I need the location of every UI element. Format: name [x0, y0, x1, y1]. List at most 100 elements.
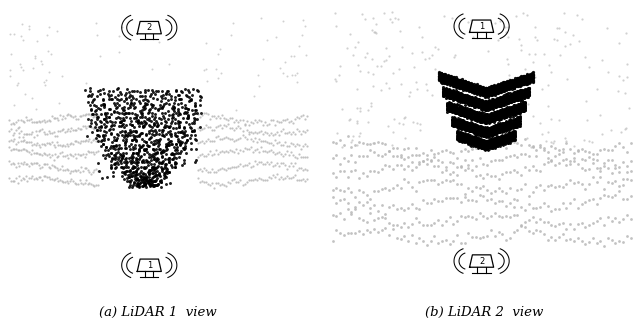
Point: [465, 142, 476, 147]
Point: [328, 188, 338, 193]
Point: [426, 200, 436, 205]
Point: [499, 112, 509, 117]
Point: [511, 78, 522, 83]
Point: [150, 151, 160, 156]
Point: [120, 146, 131, 151]
Point: [27, 119, 37, 125]
Point: [599, 164, 609, 169]
Point: [403, 163, 413, 168]
Point: [369, 226, 380, 231]
Point: [133, 150, 143, 156]
Point: [458, 105, 468, 111]
Point: [620, 91, 630, 96]
Point: [468, 115, 479, 120]
Point: [280, 117, 290, 123]
Point: [621, 212, 632, 217]
Point: [471, 129, 481, 135]
Point: [509, 106, 519, 111]
Point: [503, 61, 513, 66]
Point: [127, 88, 137, 94]
Point: [14, 148, 24, 153]
Point: [452, 105, 463, 111]
Point: [215, 166, 225, 171]
Point: [466, 125, 476, 130]
Point: [441, 195, 451, 200]
Point: [458, 97, 468, 103]
Point: [520, 89, 531, 94]
Point: [437, 199, 447, 204]
Point: [441, 237, 451, 243]
Point: [492, 100, 502, 106]
Point: [418, 197, 428, 202]
Point: [512, 154, 522, 159]
Point: [480, 116, 490, 121]
Point: [497, 189, 508, 194]
Point: [213, 75, 223, 80]
Point: [505, 98, 515, 103]
Point: [513, 118, 523, 123]
Point: [501, 203, 511, 208]
Point: [480, 125, 490, 130]
Point: [539, 188, 549, 193]
Point: [477, 117, 488, 122]
Point: [42, 32, 52, 38]
Point: [509, 93, 519, 98]
Point: [501, 237, 511, 243]
Point: [414, 206, 424, 212]
Point: [470, 142, 480, 147]
Point: [599, 146, 609, 152]
Point: [133, 165, 143, 170]
Point: [474, 130, 484, 136]
Point: [85, 85, 95, 91]
Point: [502, 92, 512, 97]
Point: [519, 75, 529, 80]
Point: [481, 126, 492, 131]
Point: [68, 153, 78, 158]
Point: [14, 164, 24, 169]
Point: [492, 103, 502, 108]
Point: [509, 91, 519, 96]
Point: [449, 55, 459, 60]
Point: [135, 120, 145, 126]
Point: [103, 147, 113, 153]
Point: [474, 88, 484, 94]
Point: [492, 103, 502, 108]
Point: [442, 109, 452, 114]
Point: [302, 177, 312, 182]
Point: [85, 102, 95, 107]
Point: [442, 90, 452, 95]
Point: [56, 143, 67, 148]
Point: [106, 131, 116, 137]
Point: [503, 94, 513, 99]
Point: [229, 138, 239, 144]
Point: [569, 156, 579, 161]
Point: [478, 143, 488, 148]
Point: [520, 105, 530, 110]
Point: [507, 130, 517, 135]
Point: [483, 105, 493, 111]
Point: [124, 174, 134, 180]
Point: [185, 124, 195, 129]
Point: [190, 107, 200, 112]
Point: [499, 98, 509, 104]
Point: [92, 94, 102, 99]
Point: [450, 102, 460, 107]
Point: [145, 182, 156, 187]
Point: [348, 133, 358, 139]
Point: [461, 140, 472, 145]
Point: [131, 155, 141, 160]
Point: [508, 78, 518, 84]
Point: [458, 135, 468, 140]
Point: [483, 135, 493, 140]
Point: [4, 128, 15, 133]
Point: [37, 177, 47, 182]
Point: [442, 88, 452, 93]
Point: [152, 124, 163, 129]
Point: [286, 149, 296, 154]
Point: [452, 77, 463, 82]
Point: [503, 98, 513, 103]
Point: [118, 150, 128, 156]
Point: [130, 112, 140, 117]
Point: [492, 97, 502, 102]
Point: [157, 111, 167, 116]
